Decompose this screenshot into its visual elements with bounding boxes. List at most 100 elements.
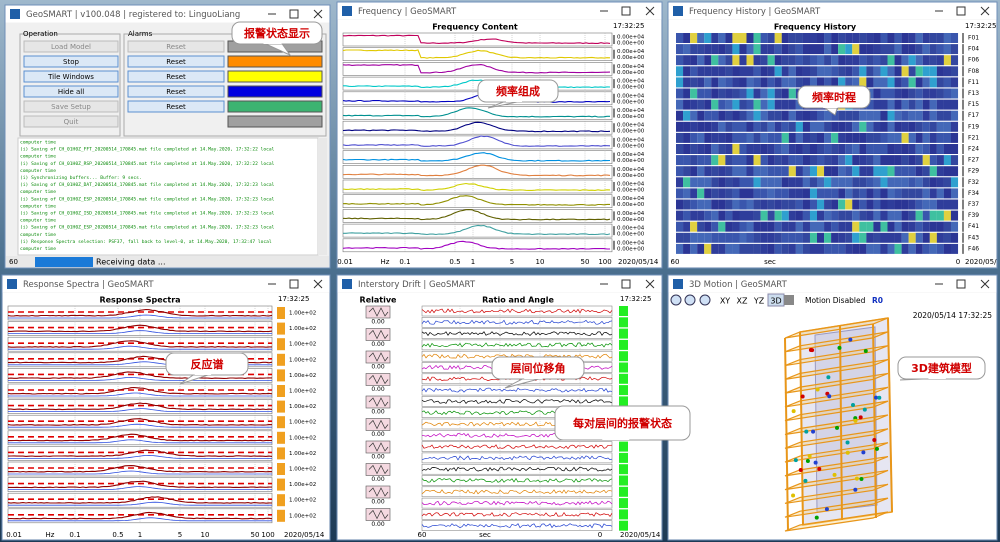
maximize-button[interactable] (621, 279, 631, 289)
reset-button[interactable] (127, 40, 225, 53)
reset-button-label[interactable]: Reset (166, 43, 186, 51)
log-line: (i) Synchronizing buffers... Buffer: 9 s… (20, 175, 142, 181)
heatmap-cell (746, 188, 754, 199)
operation-button-label[interactable]: Hide all (58, 88, 84, 96)
heatmap-cell (838, 210, 846, 221)
operation-button-label[interactable]: Tile Windows (47, 73, 94, 81)
x-label: 0 (956, 258, 960, 266)
heatmap-cell (943, 177, 951, 188)
sensor-marker (845, 440, 850, 445)
view-button[interactable]: XY (720, 297, 730, 306)
heatmap-cell (809, 243, 818, 254)
operation-button[interactable] (23, 55, 119, 68)
tool-icon[interactable] (684, 294, 696, 306)
close-button[interactable] (645, 6, 655, 16)
reset-button[interactable] (127, 85, 225, 98)
heatmap-cell (915, 199, 923, 210)
heatmap-cell (746, 144, 754, 154)
heatmap-cell (943, 221, 951, 232)
reset-button[interactable] (127, 100, 225, 113)
view-button[interactable]: 3D (770, 297, 781, 306)
maximize-button[interactable] (956, 6, 966, 16)
heatmap-cell (838, 132, 846, 143)
heatmap-cell (817, 166, 825, 177)
reset-button[interactable] (127, 70, 225, 83)
date: 2020/05/ (965, 258, 997, 266)
heatmap-cell (718, 77, 726, 88)
heatmap-cell (718, 110, 726, 121)
close-button[interactable] (645, 279, 655, 289)
operation-button-label[interactable]: Stop (63, 58, 79, 66)
heatmap-cell (718, 155, 726, 166)
heatmap-cell (788, 144, 796, 154)
heatmap-cell (732, 55, 740, 66)
row-label: 0.00e+04 (617, 167, 645, 173)
row-label: F39 (968, 212, 979, 219)
operation-button[interactable] (23, 115, 119, 128)
heatmap-cell (704, 199, 712, 210)
maximize-button[interactable] (621, 6, 631, 16)
reset-button-label[interactable]: Reset (166, 88, 186, 96)
heatmap-cell (788, 33, 796, 43)
heatmap-cell (852, 199, 860, 210)
heatmap-cell (809, 199, 818, 210)
operation-button-label[interactable]: Load Model (51, 43, 91, 51)
drift-line (421, 353, 613, 359)
heatmap-cell (774, 66, 782, 77)
maximize-button[interactable] (956, 279, 966, 289)
heatmap-cell (880, 188, 888, 199)
view-button[interactable]: YZ (753, 297, 765, 306)
heatmap-cell (859, 144, 867, 154)
operation-button-label[interactable]: Quit (64, 118, 79, 126)
tool-icon[interactable] (699, 294, 711, 306)
heatmap-cell (676, 77, 684, 88)
heatmap-cell (753, 232, 761, 243)
heatmap-cell (894, 33, 902, 43)
heatmap-cell (866, 243, 874, 254)
heatmap-cell (767, 33, 775, 43)
operation-button[interactable] (23, 70, 119, 83)
row-label: 0.00e+00 (617, 129, 645, 135)
operation-button[interactable] (23, 85, 119, 98)
heatmap-cell (788, 110, 796, 121)
view-button[interactable]: XZ (737, 297, 748, 306)
heatmap-cell (788, 77, 796, 88)
close-button[interactable] (980, 6, 990, 16)
heatmap-cell (929, 77, 937, 88)
heatmap-cell (873, 33, 881, 43)
heatmap-cell (795, 144, 803, 154)
maximize-button[interactable] (289, 9, 299, 19)
heatmap-cell (718, 55, 726, 66)
heatmap-cell (739, 121, 747, 132)
heatmap-cell (746, 55, 754, 66)
heatmap-cell (725, 199, 733, 210)
heatmap-cell (859, 110, 867, 121)
close-button[interactable] (313, 9, 323, 19)
tool-icon[interactable] (784, 295, 794, 305)
reset-button[interactable] (127, 55, 225, 68)
heatmap-cell (845, 243, 853, 254)
heatmap-cell (760, 155, 768, 166)
reset-button-label[interactable]: Reset (166, 103, 186, 111)
x-label: 5 (510, 258, 514, 266)
tool-icon[interactable] (670, 294, 682, 306)
floor-slab (784, 414, 889, 436)
operation-button[interactable] (23, 100, 119, 113)
drift-value: 0.00 (371, 499, 385, 506)
heatmap-cell (866, 232, 874, 243)
operation-button-label[interactable]: Save Setup (51, 103, 91, 111)
heatmap-cell (697, 44, 705, 55)
heatmap-cell (880, 221, 888, 232)
operation-button[interactable] (23, 40, 119, 53)
spectrum-line (7, 371, 272, 379)
close-button[interactable] (313, 279, 323, 289)
maximize-button[interactable] (289, 279, 299, 289)
heatmap-cell (802, 177, 810, 188)
reset-button-label[interactable]: Reset (166, 73, 186, 81)
reset-button-label[interactable]: Reset (166, 58, 186, 66)
heatmap-cell (859, 44, 867, 55)
alarm-indicator (277, 463, 285, 475)
close-button[interactable] (980, 279, 990, 289)
heatmap-cell (746, 33, 754, 43)
heatmap-cell (817, 132, 825, 143)
